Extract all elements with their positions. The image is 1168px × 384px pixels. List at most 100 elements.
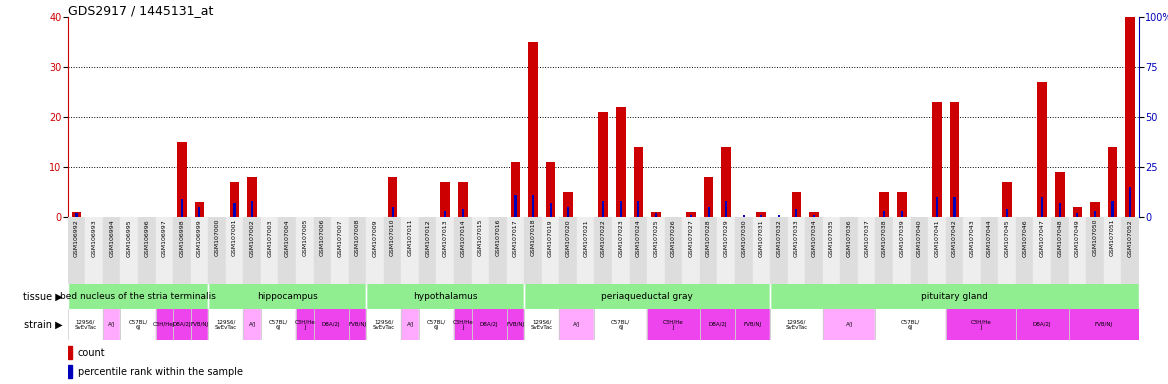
Text: GSM107002: GSM107002 bbox=[250, 219, 255, 257]
Bar bbox=[757, 212, 766, 217]
Bar bbox=[68, 284, 208, 309]
Text: GSM107000: GSM107000 bbox=[215, 219, 220, 257]
Bar bbox=[911, 217, 929, 284]
Bar bbox=[735, 309, 770, 340]
Bar bbox=[1069, 217, 1086, 284]
Text: GSM107015: GSM107015 bbox=[478, 219, 482, 257]
Bar bbox=[690, 215, 693, 217]
Text: 129S6/
SvEvTac: 129S6/ SvEvTac bbox=[373, 319, 395, 330]
Bar bbox=[630, 217, 647, 284]
Bar bbox=[883, 211, 885, 217]
Bar bbox=[243, 309, 260, 340]
Text: GSM106995: GSM106995 bbox=[126, 219, 132, 257]
Bar bbox=[349, 217, 367, 284]
Bar bbox=[1051, 217, 1069, 284]
Text: DBA/2J: DBA/2J bbox=[1033, 322, 1051, 327]
Bar bbox=[595, 217, 612, 284]
Bar bbox=[278, 217, 296, 284]
Bar bbox=[1058, 203, 1061, 217]
Bar bbox=[68, 365, 72, 378]
Text: 129S6/
SvEvTac: 129S6/ SvEvTac bbox=[215, 319, 237, 330]
Text: GSM107014: GSM107014 bbox=[460, 219, 465, 257]
Bar bbox=[876, 217, 894, 284]
Text: GSM107029: GSM107029 bbox=[724, 219, 729, 257]
Bar bbox=[260, 309, 296, 340]
Text: C3H/He
J: C3H/He J bbox=[452, 319, 473, 330]
Bar bbox=[612, 217, 630, 284]
Bar bbox=[598, 112, 609, 217]
Bar bbox=[795, 209, 798, 217]
Bar bbox=[243, 217, 260, 284]
Bar bbox=[981, 217, 999, 284]
Text: GSM107024: GSM107024 bbox=[635, 219, 641, 257]
Bar bbox=[68, 346, 72, 359]
Text: GDS2917 / 1445131_at: GDS2917 / 1445131_at bbox=[68, 4, 213, 17]
Bar bbox=[894, 217, 911, 284]
Bar bbox=[760, 215, 763, 217]
Text: DBA/2J: DBA/2J bbox=[480, 322, 499, 327]
Text: GSM107001: GSM107001 bbox=[232, 219, 237, 257]
Bar bbox=[454, 217, 472, 284]
Bar bbox=[809, 212, 819, 217]
Bar bbox=[743, 215, 745, 217]
Bar bbox=[313, 309, 349, 340]
Bar bbox=[840, 217, 857, 284]
Bar bbox=[1016, 217, 1034, 284]
Text: GSM107036: GSM107036 bbox=[847, 219, 851, 257]
Text: A/J: A/J bbox=[107, 322, 116, 327]
Bar bbox=[419, 217, 437, 284]
Text: C3H/He
J: C3H/He J bbox=[663, 319, 684, 330]
Bar bbox=[936, 197, 938, 217]
Text: periaqueductal gray: periaqueductal gray bbox=[602, 292, 693, 301]
Text: C57BL/
6J: C57BL/ 6J bbox=[901, 319, 920, 330]
Bar bbox=[71, 212, 82, 217]
Text: hypothalamus: hypothalamus bbox=[413, 292, 478, 301]
Text: GSM106992: GSM106992 bbox=[74, 219, 79, 257]
Bar bbox=[208, 309, 243, 340]
Text: C57BL/
6J: C57BL/ 6J bbox=[611, 319, 631, 330]
Bar bbox=[1016, 309, 1069, 340]
Text: GSM107051: GSM107051 bbox=[1110, 219, 1115, 257]
Text: GSM107046: GSM107046 bbox=[1022, 219, 1027, 257]
Text: GSM107049: GSM107049 bbox=[1075, 219, 1080, 257]
Bar bbox=[1055, 172, 1064, 217]
Text: C57BL/
6J: C57BL/ 6J bbox=[426, 319, 446, 330]
Text: GSM107043: GSM107043 bbox=[969, 219, 974, 257]
Text: GSM107008: GSM107008 bbox=[355, 219, 360, 257]
Bar bbox=[402, 217, 419, 284]
Bar bbox=[787, 217, 805, 284]
Text: GSM107037: GSM107037 bbox=[864, 219, 869, 257]
Text: GSM107018: GSM107018 bbox=[530, 219, 536, 257]
Bar bbox=[1094, 211, 1096, 217]
Bar bbox=[181, 199, 183, 217]
Bar bbox=[507, 309, 524, 340]
Bar bbox=[103, 217, 120, 284]
Bar bbox=[524, 284, 770, 309]
Bar bbox=[542, 217, 559, 284]
Text: hippocampus: hippocampus bbox=[257, 292, 318, 301]
Text: GSM107026: GSM107026 bbox=[670, 219, 676, 257]
Bar bbox=[120, 217, 138, 284]
Text: C3H/He
J: C3H/He J bbox=[294, 319, 315, 330]
Bar bbox=[296, 217, 313, 284]
Bar bbox=[524, 309, 559, 340]
Bar bbox=[929, 217, 946, 284]
Text: C57BL/
6J: C57BL/ 6J bbox=[128, 319, 147, 330]
Bar bbox=[545, 162, 556, 217]
Bar bbox=[1006, 209, 1008, 217]
Bar bbox=[1125, 17, 1135, 217]
Bar bbox=[595, 309, 647, 340]
Bar bbox=[528, 42, 538, 217]
Text: count: count bbox=[78, 348, 105, 358]
Bar bbox=[524, 217, 542, 284]
Bar bbox=[687, 212, 696, 217]
Text: GSM107017: GSM107017 bbox=[513, 219, 517, 257]
Text: GSM107016: GSM107016 bbox=[495, 219, 500, 257]
Bar bbox=[1121, 217, 1139, 284]
Bar bbox=[897, 192, 906, 217]
Bar bbox=[857, 217, 876, 284]
Text: GSM107012: GSM107012 bbox=[425, 219, 430, 257]
Bar bbox=[444, 211, 446, 217]
Bar bbox=[559, 217, 577, 284]
Bar bbox=[725, 201, 728, 217]
